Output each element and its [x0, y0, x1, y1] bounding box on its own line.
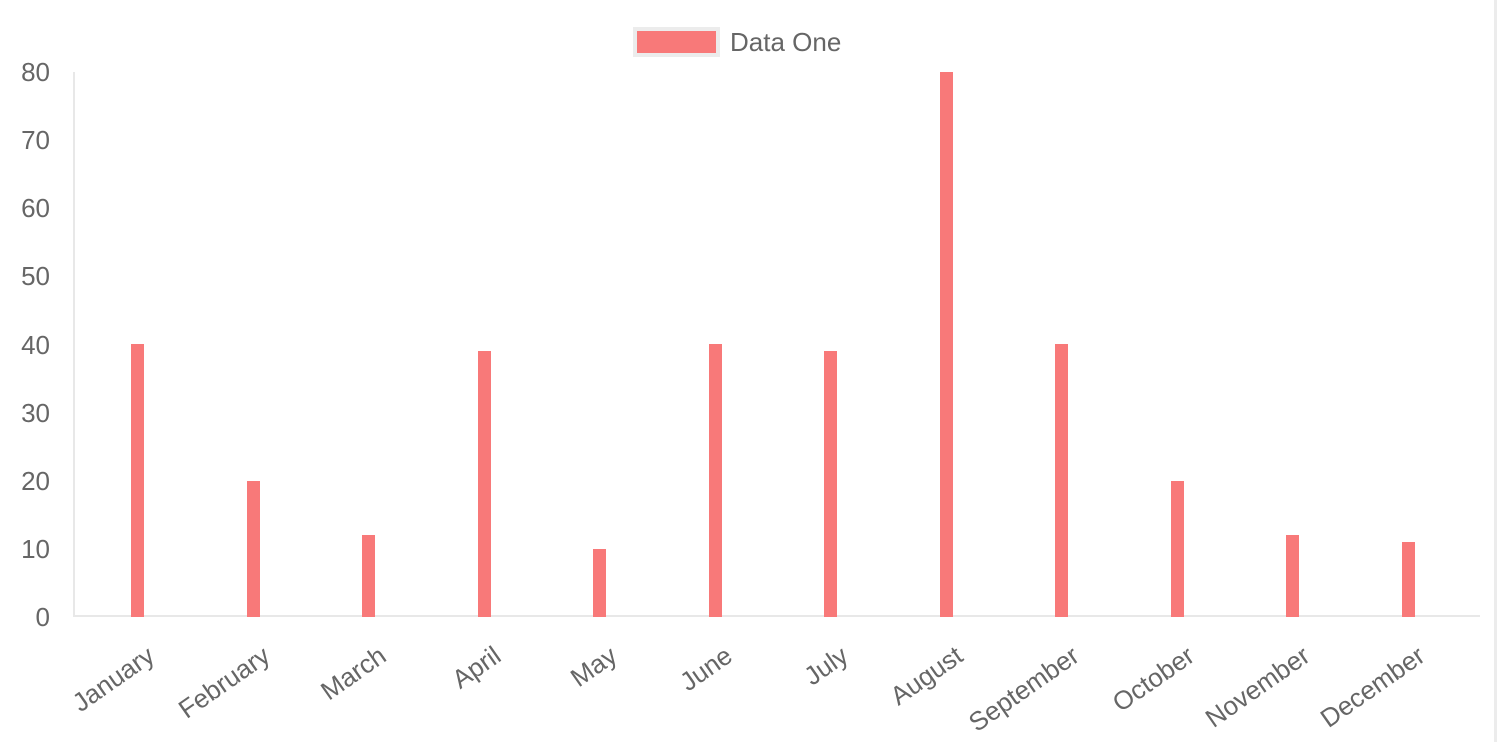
legend-item-data-one[interactable]: Data One	[633, 27, 841, 57]
bar[interactable]	[593, 549, 606, 617]
bar[interactable]	[478, 351, 491, 617]
bar[interactable]	[1286, 535, 1299, 617]
legend-swatch	[633, 27, 720, 57]
legend-label: Data One	[730, 27, 842, 57]
plot-area	[73, 72, 1480, 617]
bar[interactable]	[1402, 542, 1415, 617]
bar[interactable]	[247, 481, 260, 617]
bar[interactable]	[824, 351, 837, 617]
bar[interactable]	[940, 72, 953, 617]
bar[interactable]	[131, 344, 144, 617]
vertical-divider	[1494, 0, 1497, 742]
bar[interactable]	[709, 344, 722, 617]
bar[interactable]	[1171, 481, 1184, 617]
bar[interactable]	[1055, 344, 1068, 617]
bar[interactable]	[362, 535, 375, 617]
